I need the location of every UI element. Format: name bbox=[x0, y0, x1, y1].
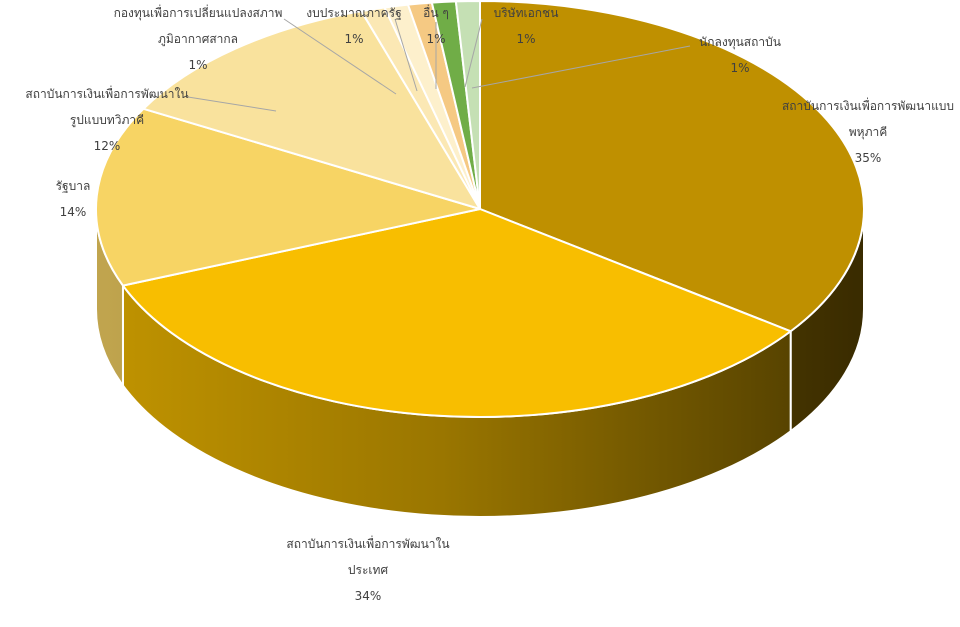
leader-line-5 bbox=[394, 18, 418, 92]
slice-name-4: กองทุนเพื่อการเปลี่ยนแปลงสภาพ bbox=[114, 4, 283, 21]
leader-line-8 bbox=[471, 45, 691, 89]
slice-percent-8: 1% bbox=[730, 61, 749, 75]
slice-percent-3: 12% bbox=[94, 139, 121, 153]
slice-label-1: สถาบันการเงินเพื่อการพัฒนาในประเทศ 34% bbox=[286, 535, 449, 603]
slice-name-2: รัฐบาล bbox=[56, 179, 91, 193]
slice-name-0: พหุภาคี bbox=[849, 125, 888, 140]
slice-percent-1: 34% bbox=[355, 589, 382, 603]
slice-name-0: สถาบันการเงินเพื่อการพัฒนาแบบ bbox=[782, 97, 954, 113]
slice-name-6: อื่น ๆ bbox=[423, 4, 449, 20]
slice-name-3: รูปแบบทวิภาคี bbox=[70, 113, 144, 128]
slice-labels: สถาบันการเงินเพื่อการพัฒนาแบบพหุภาคี 35%ส… bbox=[25, 4, 954, 603]
leader-line-7 bbox=[464, 18, 483, 88]
slice-name-1: ประเทศ bbox=[348, 563, 389, 577]
slice-name-8: นักลงทุนสถาบัน bbox=[699, 35, 781, 50]
slice-percent-6: 1% bbox=[426, 32, 445, 46]
pie-slices bbox=[95, 0, 865, 418]
slice-label-2: รัฐบาล 14% bbox=[56, 179, 91, 219]
slice-label-6: อื่น ๆ 1% bbox=[423, 4, 449, 46]
pie-slice-1 bbox=[121, 208, 792, 418]
slice-percent-2: 14% bbox=[60, 205, 87, 219]
slice-name-5: งบประมาณภาครัฐ bbox=[306, 6, 402, 20]
slice-name-3: สถาบันการเงินเพื่อการพัฒนาใน bbox=[25, 85, 188, 101]
slice-label-8: นักลงทุนสถาบัน 1% bbox=[699, 35, 781, 75]
slice-percent-7: 1% bbox=[516, 32, 535, 46]
slice-percent-4: 1% bbox=[188, 58, 207, 72]
slice-label-4: กองทุนเพื่อการเปลี่ยนแปลงสภาพภูมิอากาศสา… bbox=[114, 4, 283, 72]
leader-lines bbox=[187, 18, 691, 112]
slice-label-3: สถาบันการเงินเพื่อการพัฒนาในรูปแบบทวิภาค… bbox=[25, 85, 188, 153]
slice-label-5: งบประมาณภาครัฐ 1% bbox=[306, 6, 402, 46]
pie-slice-3 bbox=[142, 10, 481, 210]
slice-percent-5: 1% bbox=[344, 32, 363, 46]
pie-slice-2 bbox=[95, 107, 481, 287]
slice-name-1: สถาบันการเงินเพื่อการพัฒนาใน bbox=[286, 535, 449, 551]
leader-line-4 bbox=[283, 18, 397, 95]
slice-label-0: สถาบันการเงินเพื่อการพัฒนาแบบพหุภาคี 35% bbox=[782, 97, 954, 165]
slice-name-7: บริษัทเอกชน bbox=[494, 6, 559, 20]
pie-side-walls bbox=[95, 208, 865, 518]
pie-slice-0 bbox=[479, 0, 865, 333]
leader-line-3 bbox=[187, 96, 277, 112]
slice-label-7: บริษัทเอกชน 1% bbox=[494, 6, 559, 46]
slice-name-4: ภูมิอากาศสากล bbox=[158, 32, 238, 47]
slice-percent-0: 35% bbox=[855, 151, 882, 165]
